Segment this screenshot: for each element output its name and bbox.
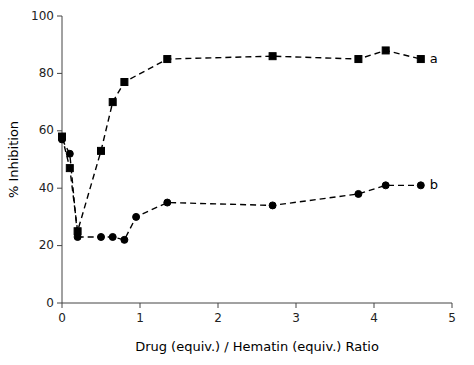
chart: 0 20 40 60 80 100 0 1 2 3 4 5 Drug (equiv.) / Hemati… xyxy=(0,0,474,365)
point xyxy=(164,199,171,206)
point xyxy=(121,236,128,243)
y-tick-label: 20 xyxy=(39,238,54,252)
point xyxy=(98,233,105,240)
y-tick xyxy=(57,303,62,304)
x-tick-label: 4 xyxy=(370,311,378,325)
y-tick-label: 40 xyxy=(39,181,54,195)
point xyxy=(382,47,389,54)
x-tick-label: 3 xyxy=(292,311,300,325)
plot-area xyxy=(59,47,425,243)
y-axis-line xyxy=(62,16,63,303)
series-line xyxy=(62,139,421,239)
x-tick-label: 5 xyxy=(448,311,456,325)
y-axis: 0 20 40 60 80 100 xyxy=(31,9,62,310)
point xyxy=(121,79,128,86)
point xyxy=(269,53,276,60)
point xyxy=(109,233,116,240)
point xyxy=(269,202,276,209)
x-axis-label: Drug (equiv.) / Hematin (equiv.) Ratio xyxy=(135,339,379,354)
series-labels: ab xyxy=(430,51,438,192)
y-tick xyxy=(57,73,62,74)
x-tick xyxy=(452,303,453,308)
point xyxy=(74,233,81,240)
y-axis-label: % Inhibition xyxy=(6,121,21,198)
point xyxy=(98,147,105,154)
point xyxy=(66,150,73,157)
series-label: b xyxy=(430,177,438,192)
x-tick-label: 1 xyxy=(136,311,144,325)
point xyxy=(164,56,171,63)
point xyxy=(382,182,389,189)
x-axis: 0 1 2 3 4 5 xyxy=(58,303,456,325)
x-tick-label: 0 xyxy=(58,311,66,325)
y-tick-label: 60 xyxy=(39,123,54,137)
x-tick xyxy=(218,303,219,308)
series xyxy=(59,136,425,243)
series xyxy=(59,47,425,235)
y-tick-label: 0 xyxy=(46,296,54,310)
x-tick xyxy=(62,303,63,308)
x-tick xyxy=(140,303,141,308)
y-tick-label: 80 xyxy=(39,66,54,80)
point xyxy=(133,213,140,220)
x-tick xyxy=(296,303,297,308)
point xyxy=(417,56,424,63)
x-axis-line xyxy=(62,303,452,304)
point xyxy=(417,182,424,189)
x-tick xyxy=(374,303,375,308)
point xyxy=(66,165,73,172)
point xyxy=(355,190,362,197)
y-tick-label: 100 xyxy=(31,9,54,23)
point xyxy=(109,99,116,106)
y-tick xyxy=(57,245,62,246)
point xyxy=(59,136,66,143)
y-tick xyxy=(57,188,62,189)
y-tick xyxy=(57,130,62,131)
y-tick xyxy=(57,16,62,17)
x-tick-label: 2 xyxy=(214,311,222,325)
point xyxy=(355,56,362,63)
series-label: a xyxy=(430,51,438,66)
